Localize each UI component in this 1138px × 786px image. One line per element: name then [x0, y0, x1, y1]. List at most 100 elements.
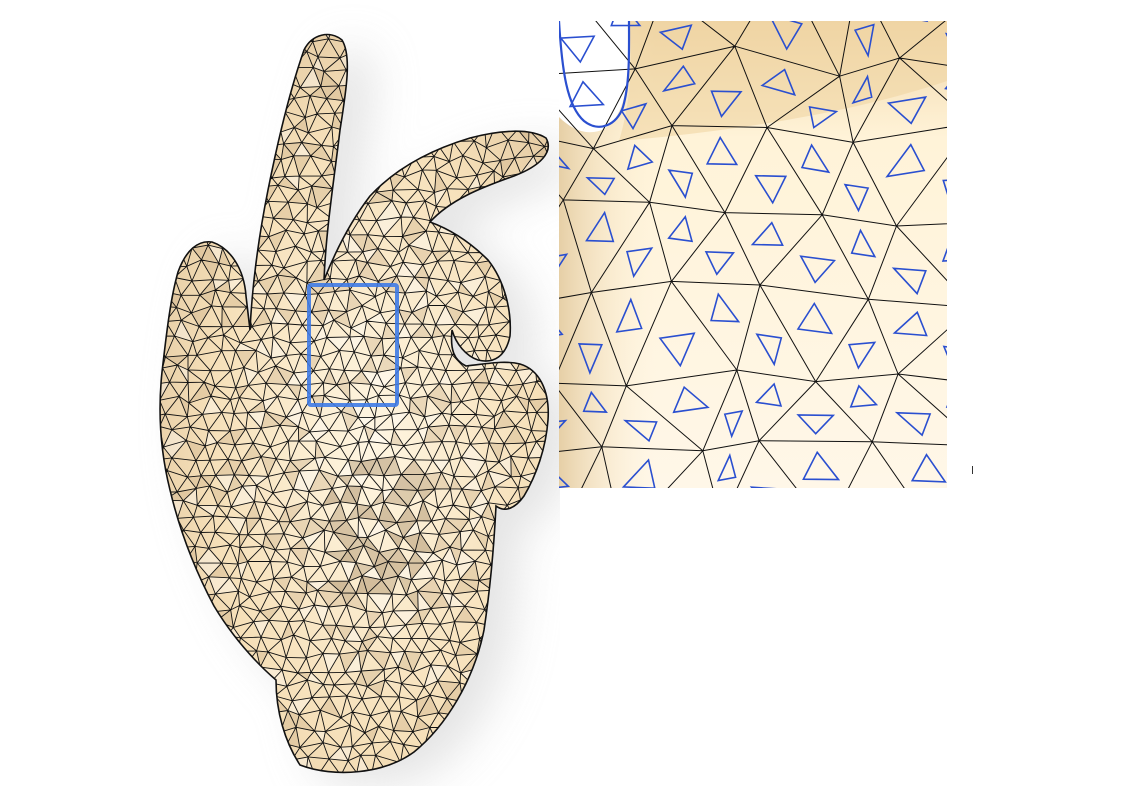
- shaded-triangle: [322, 625, 337, 639]
- shaded-triangle: [364, 726, 379, 743]
- shaded-triangle: [445, 518, 470, 532]
- shaded-triangle: [281, 621, 294, 640]
- shaded-triangle: [461, 444, 486, 461]
- shaded-triangle: [493, 219, 506, 233]
- shaded-triangle: [534, 294, 549, 313]
- shaded-triangle: [203, 612, 217, 622]
- shaded-triangle: [287, 710, 300, 728]
- shaded-triangle: [488, 291, 503, 308]
- shaded-triangle: [183, 488, 198, 506]
- shaded-triangle: [294, 117, 309, 133]
- shaded-triangle: [262, 534, 276, 551]
- shaded-triangle: [286, 384, 302, 400]
- shaded-triangle: [408, 562, 426, 580]
- shaded-triangle: [476, 98, 498, 118]
- shaded-triangle: [256, 724, 281, 747]
- shaded-triangle: [533, 575, 549, 598]
- shaded-triangle: [160, 113, 171, 133]
- shaded-triangle: [219, 141, 240, 156]
- shaded-triangle: [520, 565, 534, 583]
- shaded-triangle: [374, 552, 388, 567]
- shaded-triangle: [367, 520, 386, 538]
- shaded-triangle: [176, 758, 196, 773]
- shaded-triangle: [252, 710, 269, 725]
- shaded-triangle: [208, 563, 230, 578]
- shaded-triangle: [548, 728, 560, 744]
- shaded-triangle: [307, 581, 329, 591]
- shaded-triangle: [519, 54, 530, 73]
- shaded-triangle: [215, 280, 231, 293]
- shaded-triangle: [461, 457, 486, 478]
- shaded-triangle: [356, 504, 371, 518]
- shaded-triangle: [333, 532, 358, 551]
- shaded-triangle: [377, 355, 401, 373]
- shaded-triangle: [212, 86, 223, 101]
- shaded-triangle: [174, 189, 195, 204]
- shaded-triangle: [366, 610, 383, 628]
- shaded-triangle: [447, 280, 461, 293]
- shaded-triangle: [545, 755, 549, 771]
- shaded-triangle: [293, 142, 311, 156]
- shaded-triangle: [211, 725, 225, 743]
- shaded-triangle: [463, 307, 487, 326]
- shaded-triangle: [277, 176, 299, 191]
- shaded-triangle: [349, 370, 371, 385]
- shaded-triangle: [242, 96, 264, 112]
- shaded-triangle: [357, 537, 368, 546]
- shaded-triangle: [270, 101, 285, 116]
- shaded-triangle: [401, 113, 411, 131]
- shaded-triangle: [411, 305, 429, 324]
- shaded-triangle: [243, 710, 257, 731]
- shaded-triangle: [415, 532, 434, 553]
- shaded-triangle: [301, 142, 322, 156]
- shaded-triangle: [535, 685, 549, 703]
- shaded-triangle: [536, 744, 546, 760]
- shaded-triangle: [280, 710, 297, 733]
- shaded-triangle: [160, 247, 170, 268]
- shaded-triangle: [329, 520, 347, 533]
- shaded-triangle: [403, 520, 420, 538]
- shaded-triangle: [449, 34, 465, 42]
- shaded-triangle: [367, 680, 385, 697]
- shaded-triangle: [279, 38, 294, 59]
- shaded-triangle: [255, 724, 272, 748]
- shaded-triangle: [525, 756, 544, 773]
- shaded-triangle: [402, 231, 427, 246]
- shaded-triangle: [385, 624, 406, 639]
- shaded-triangle: [498, 215, 518, 233]
- shaded-triangle: [167, 127, 186, 145]
- shaded-triangle: [198, 651, 221, 667]
- shaded-triangle: [467, 97, 477, 111]
- shaded-triangle: [315, 457, 325, 471]
- finger-gap-rim: [559, 21, 631, 128]
- shaded-triangle: [160, 668, 165, 687]
- shaded-triangle: [367, 650, 391, 670]
- shaded-triangle: [383, 489, 409, 507]
- shaded-triangle: [480, 34, 498, 38]
- shaded-triangle: [545, 638, 549, 659]
- shaded-triangle: [257, 34, 280, 43]
- shaded-triangle: [435, 305, 456, 325]
- shaded-triangle: [376, 200, 402, 221]
- shaded-triangle: [412, 716, 430, 732]
- shaded-triangle: [417, 590, 443, 609]
- shaded-triangle: [341, 400, 359, 418]
- shaded-triangle: [336, 370, 350, 386]
- shaded-triangle: [401, 203, 414, 218]
- shaded-triangle: [439, 370, 452, 385]
- shaded-triangle: [541, 325, 549, 340]
- shaded-triangle: [328, 309, 347, 320]
- shaded-triangle: [398, 575, 412, 595]
- mesh-edge-lines: [559, 21, 947, 488]
- shaded-triangle: [546, 50, 549, 70]
- shaded-triangle: [362, 636, 378, 651]
- shaded-triangle: [359, 262, 379, 282]
- shaded-triangle: [424, 664, 438, 687]
- shaded-triangle: [362, 575, 382, 594]
- shaded-triangle: [246, 501, 261, 519]
- shaded-triangle: [320, 696, 342, 718]
- shaded-triangle: [509, 110, 524, 130]
- shaded-triangle: [519, 265, 538, 277]
- shaded-triangle: [356, 575, 368, 594]
- shaded-triangle: [368, 458, 384, 476]
